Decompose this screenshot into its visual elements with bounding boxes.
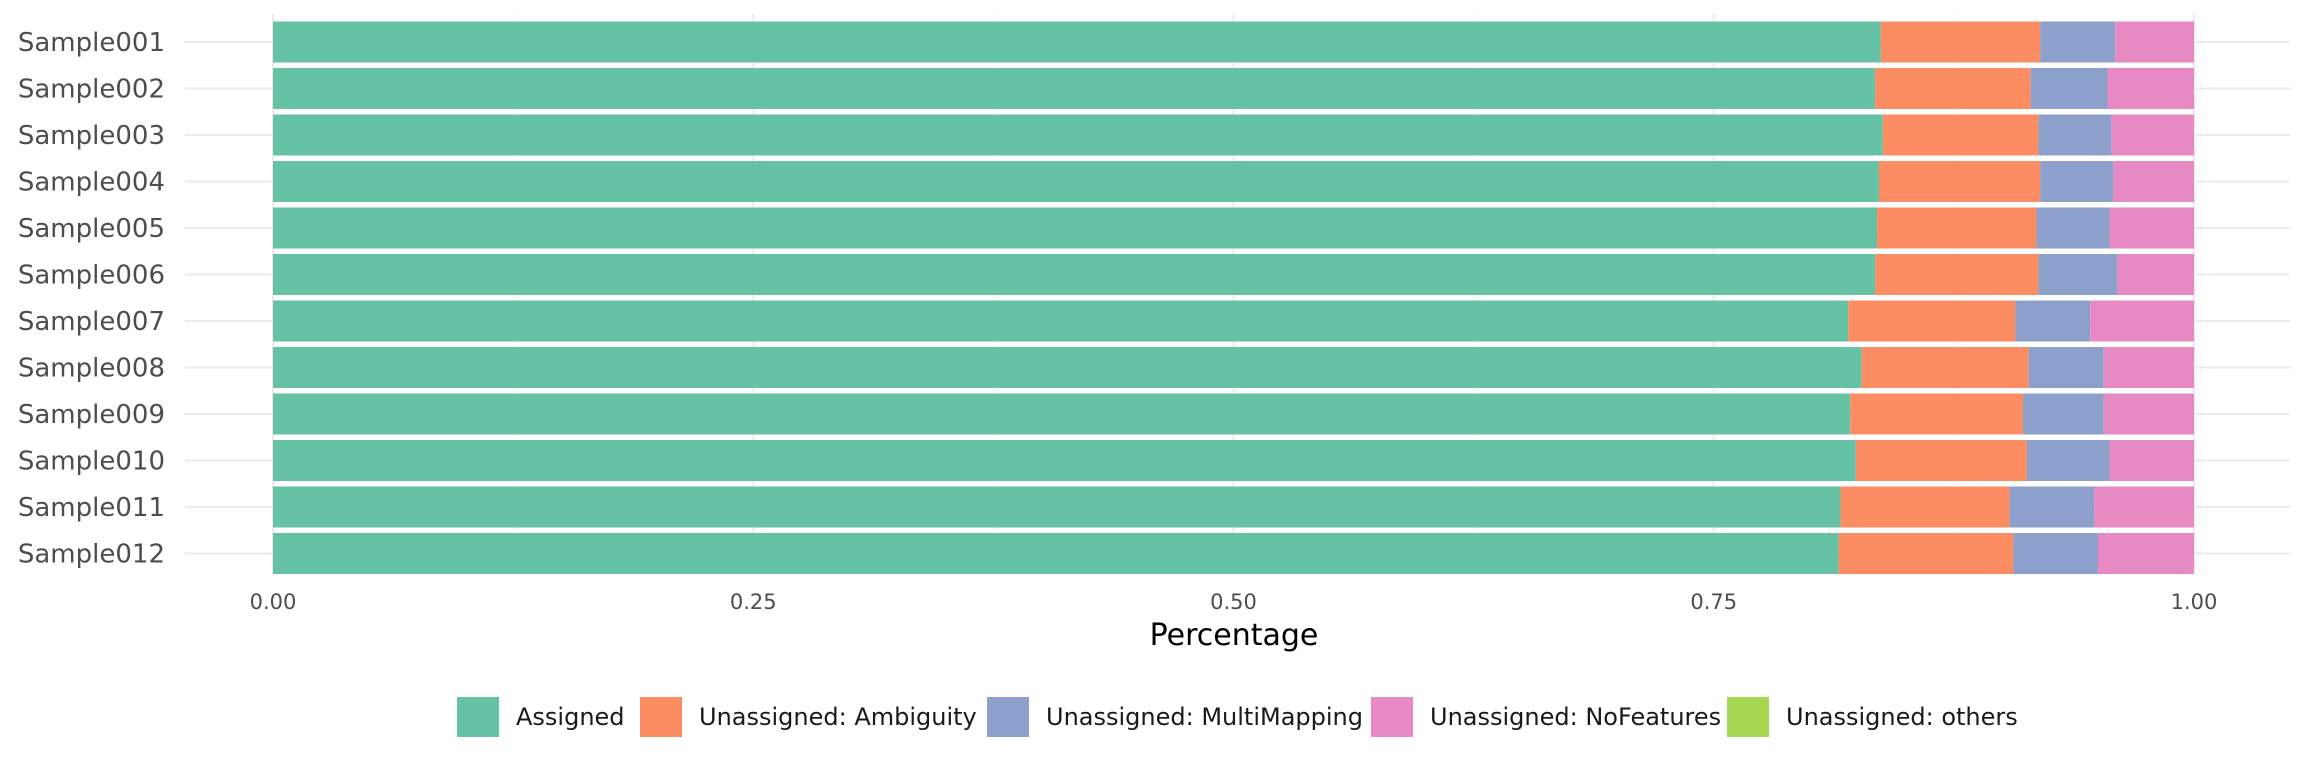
bar-segment [2113, 161, 2194, 202]
y-tick-label: Sample005 [18, 214, 165, 244]
bar-segment [2103, 393, 2194, 435]
bar-segment [2038, 114, 2112, 156]
bar-segment [273, 393, 1851, 435]
bar-segment [2117, 254, 2194, 295]
y-tick-label: Sample003 [18, 121, 165, 151]
y-tick-label: Sample001 [18, 28, 165, 58]
bar-segment [2094, 486, 2194, 528]
bar-segment [273, 533, 1839, 574]
legend-swatch [1727, 697, 1769, 737]
x-tick-label: 0.50 [1210, 590, 1257, 614]
legend-swatch [457, 697, 499, 737]
legend: Assigned Unassigned: Ambiguity Unassigned:… [457, 697, 2018, 737]
x-tick-label: 1.00 [2171, 590, 2218, 614]
bar-segment [1877, 207, 2037, 249]
bar-segment [273, 68, 1876, 109]
legend-label: Assigned [516, 703, 625, 731]
bar-segment [1875, 68, 2031, 109]
bar-segment [2103, 347, 2194, 388]
legend-item: Unassigned: NoFeatures [1371, 697, 1721, 737]
legend-swatch [640, 697, 682, 737]
bar-segment [1875, 254, 2039, 295]
bar-segment [2040, 21, 2116, 63]
legend-swatch [1371, 697, 1413, 737]
legend-item: Unassigned: others [1727, 697, 2018, 737]
category-labels: Sample001 Sample002 Sample003 Sample004 Samp… [18, 28, 165, 570]
bar-segment [273, 300, 1849, 342]
x-tick-label: 0.00 [250, 590, 297, 614]
y-tick-label: Sample010 [18, 447, 165, 477]
bar-segment [2109, 207, 2194, 249]
bar-segment [1880, 21, 2041, 63]
bar-segment [2097, 533, 2194, 574]
bar-segment [2040, 161, 2114, 202]
bar-segment [1848, 300, 2016, 342]
bar-segment [2107, 68, 2194, 109]
legend-item: Unassigned: Ambiguity [640, 697, 977, 737]
y-tick-label: Sample004 [18, 168, 165, 198]
bar-segment [1882, 114, 2039, 156]
bar-segment [273, 254, 1876, 295]
legend-item: Assigned [457, 697, 625, 737]
bar-segment [1840, 486, 2010, 528]
bar-segment [273, 161, 1879, 202]
x-axis-tick-labels: 0.00 0.25 0.50 0.75 1.00 [250, 590, 2218, 614]
bar-segment [2036, 207, 2110, 249]
legend-label: Unassigned: others [1786, 703, 2018, 731]
bar-segment [2109, 440, 2194, 481]
legend-label: Unassigned: MultiMapping [1046, 703, 1363, 731]
bar-segment [1855, 440, 2027, 481]
x-tick-label: 0.25 [730, 590, 777, 614]
bar-segment [273, 114, 1883, 156]
bar-segment [2090, 300, 2194, 342]
bar-segment [273, 440, 1856, 481]
bar-segment [2028, 347, 2104, 388]
legend-item: Unassigned: MultiMapping [987, 697, 1363, 737]
y-tick-label: Sample008 [18, 354, 165, 384]
bar-segment [1850, 393, 2024, 435]
bar-segment [273, 347, 1862, 388]
bar-segment [1878, 161, 2041, 202]
y-tick-label: Sample002 [18, 75, 165, 105]
bar-segment [273, 486, 1841, 528]
bar-segment [2030, 68, 2108, 109]
bar-segment [2013, 533, 2098, 574]
bar-segment [2026, 440, 2110, 481]
bar-segment [2111, 114, 2194, 156]
legend-label: Unassigned: Ambiguity [699, 703, 977, 731]
y-tick-label: Sample012 [18, 540, 165, 570]
bar-segment [2009, 486, 2095, 528]
x-tick-label: 0.75 [1690, 590, 1737, 614]
bar-segment [273, 207, 1878, 249]
y-tick-label: Sample006 [18, 261, 165, 291]
x-axis-title: Percentage [1150, 618, 1319, 653]
bar-segment [1861, 347, 2029, 388]
bar-segment [1838, 533, 2014, 574]
legend-swatch [987, 697, 1029, 737]
bar-segment [2015, 300, 2091, 342]
y-tick-label: Sample009 [18, 400, 165, 430]
bar-segment [2115, 21, 2194, 63]
y-tick-label: Sample011 [18, 493, 165, 523]
y-tick-label: Sample007 [18, 307, 165, 337]
legend-label: Unassigned: NoFeatures [1430, 703, 1721, 731]
bar-segment [2038, 254, 2118, 295]
bar-segments [273, 21, 2194, 574]
bar-segment [273, 21, 1881, 63]
bar-segment [2023, 393, 2104, 435]
